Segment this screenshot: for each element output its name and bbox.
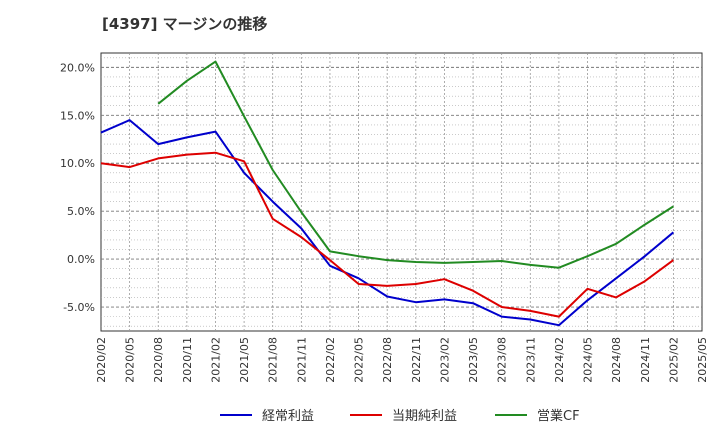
x-tick-label: 2022/02 xyxy=(324,337,337,383)
y-tick-label: 10.0% xyxy=(60,157,95,170)
legend-label-0: 経常利益 xyxy=(262,409,314,424)
grid-lines xyxy=(101,53,702,331)
x-tick-label: 2024/11 xyxy=(639,337,652,383)
x-tick-label: 2020/02 xyxy=(95,337,108,383)
x-tick-label: 2022/11 xyxy=(410,337,423,383)
legend: 経常利益 当期純利益 営業CF xyxy=(220,408,580,424)
series-line-1 xyxy=(100,151,674,318)
x-axis-ticks: 2020/02 2020/05 2020/08 2020/11 2021/02 2021/… xyxy=(95,337,709,383)
y-tick-label: -5.0% xyxy=(63,301,95,314)
x-tick-label: 2023/08 xyxy=(496,337,509,383)
x-tick-label: 2024/08 xyxy=(610,337,623,383)
series-line-2 xyxy=(157,60,674,269)
series-line-0 xyxy=(100,119,675,327)
x-tick-label: 2021/11 xyxy=(295,337,308,383)
x-tick-label: 2024/02 xyxy=(553,337,566,383)
x-tick-label: 2020/08 xyxy=(152,337,165,383)
x-tick-label: 2025/05 xyxy=(696,337,709,383)
x-tick-label: 2023/02 xyxy=(438,337,451,383)
y-tick-label: 20.0% xyxy=(60,61,95,74)
x-tick-label: 2020/11 xyxy=(181,337,194,383)
x-tick-label: 2022/08 xyxy=(381,337,394,383)
series-lines xyxy=(100,60,675,327)
x-tick-label: 2022/05 xyxy=(353,337,366,383)
x-tick-label: 2023/05 xyxy=(467,337,480,383)
y-tick-label: 15.0% xyxy=(60,109,95,122)
chart-title: [4397] マージンの推移 xyxy=(102,15,267,33)
x-tick-label: 2021/08 xyxy=(267,337,280,383)
y-tick-label: 0.0% xyxy=(67,253,95,266)
y-axis-ticks: 20.0% 15.0% 10.0% 5.0% 0.0% -5.0% xyxy=(60,61,95,314)
legend-label-1: 当期純利益 xyxy=(392,409,457,424)
y-tick-label: 5.0% xyxy=(67,205,95,218)
x-tick-label: 2023/11 xyxy=(524,337,537,383)
x-tick-label: 2024/05 xyxy=(582,337,595,383)
x-tick-label: 2025/02 xyxy=(667,337,680,383)
x-tick-label: 2021/02 xyxy=(209,337,222,383)
x-tick-label: 2020/05 xyxy=(124,337,137,383)
x-tick-label: 2021/05 xyxy=(238,337,251,383)
legend-label-2: 営業CF xyxy=(537,408,580,424)
